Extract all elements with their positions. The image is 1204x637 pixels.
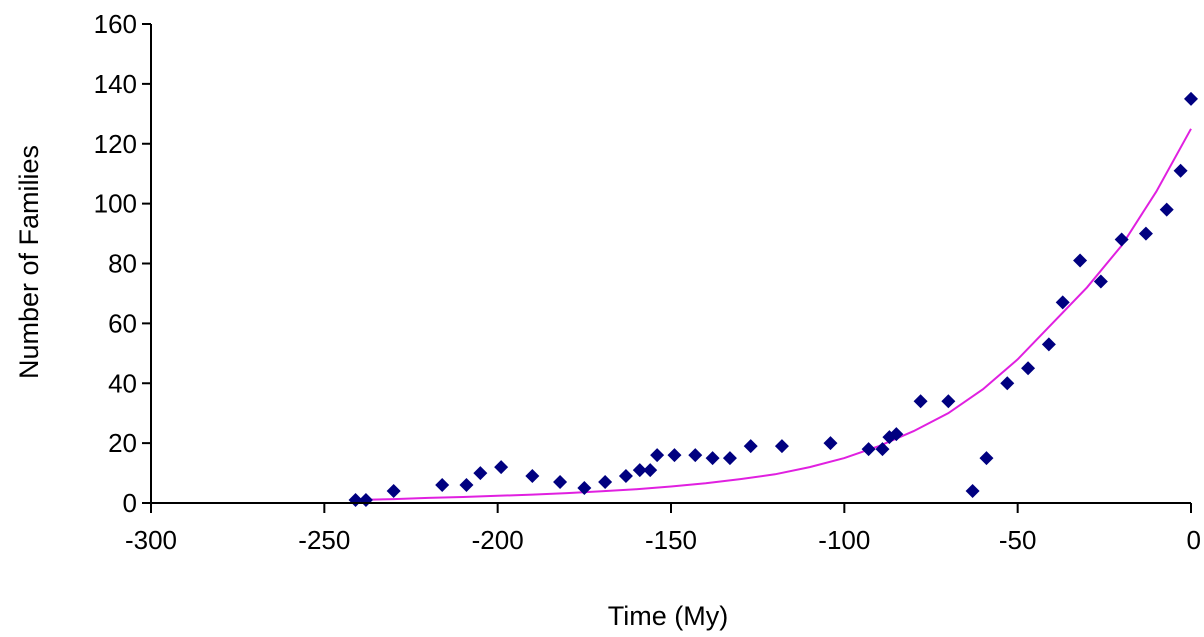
y-axis-title: Number of Families bbox=[14, 145, 44, 379]
data-point bbox=[525, 469, 540, 484]
data-point bbox=[459, 478, 474, 493]
y-tick-label: 40 bbox=[108, 368, 137, 398]
data-point bbox=[743, 439, 758, 454]
data-point bbox=[861, 442, 876, 457]
data-point bbox=[358, 493, 373, 508]
data-point bbox=[577, 481, 592, 496]
data-point bbox=[553, 475, 568, 490]
data-point bbox=[667, 448, 682, 463]
x-tick-label: -50 bbox=[999, 525, 1037, 555]
plot-lines bbox=[355, 128, 1192, 501]
x-tick-label: -150 bbox=[645, 525, 697, 555]
data-point bbox=[913, 394, 928, 409]
y-tick-label: 80 bbox=[108, 249, 137, 279]
data-point bbox=[1041, 337, 1056, 352]
data-point bbox=[688, 448, 703, 463]
y-tick-label: 20 bbox=[108, 428, 137, 458]
data-point bbox=[1114, 232, 1129, 247]
data-point bbox=[473, 466, 488, 481]
y-tick-label: 140 bbox=[94, 69, 137, 99]
data-point bbox=[1055, 295, 1070, 310]
axis-labels: Time (My) Number of Families bbox=[14, 145, 728, 631]
y-tick-label: 120 bbox=[94, 129, 137, 159]
data-point bbox=[722, 451, 737, 466]
data-point bbox=[1159, 202, 1174, 217]
data-point bbox=[1184, 91, 1198, 106]
data-point bbox=[386, 484, 401, 499]
data-point bbox=[618, 469, 633, 484]
data-point bbox=[979, 451, 994, 466]
data-point bbox=[435, 478, 450, 493]
y-tick-label: 0 bbox=[123, 488, 137, 518]
data-point bbox=[643, 463, 658, 478]
x-tick-label: -200 bbox=[472, 525, 524, 555]
data-point bbox=[1073, 253, 1088, 268]
data-point bbox=[941, 394, 956, 409]
data-point bbox=[1021, 361, 1036, 376]
y-tick-label: 60 bbox=[108, 308, 137, 338]
data-point bbox=[1000, 376, 1015, 391]
data-point bbox=[889, 427, 904, 442]
data-point bbox=[632, 463, 647, 478]
data-point bbox=[650, 448, 665, 463]
data-point bbox=[1138, 226, 1153, 241]
x-axis-title: Time (My) bbox=[608, 601, 728, 631]
data-point bbox=[965, 484, 980, 499]
x-tick-label: -100 bbox=[818, 525, 870, 555]
plot-points bbox=[348, 91, 1198, 508]
data-point bbox=[875, 442, 890, 457]
data-point bbox=[1173, 163, 1188, 178]
x-tick-label: -300 bbox=[125, 525, 177, 555]
data-point bbox=[774, 439, 789, 454]
x-tick-label: 0 bbox=[1187, 525, 1201, 555]
y-tick-label: 100 bbox=[94, 189, 137, 219]
x-tick-label: -250 bbox=[298, 525, 350, 555]
data-point bbox=[598, 475, 613, 490]
data-point bbox=[705, 451, 720, 466]
trendline bbox=[355, 128, 1192, 501]
axes: 0 20 40 60 80 100 120 140 160 -300 -250 -200 -150 -10… bbox=[94, 9, 1201, 555]
data-point bbox=[823, 436, 838, 451]
y-tick-label: 160 bbox=[94, 9, 137, 39]
data-point bbox=[494, 460, 509, 475]
data-point bbox=[1093, 274, 1108, 289]
